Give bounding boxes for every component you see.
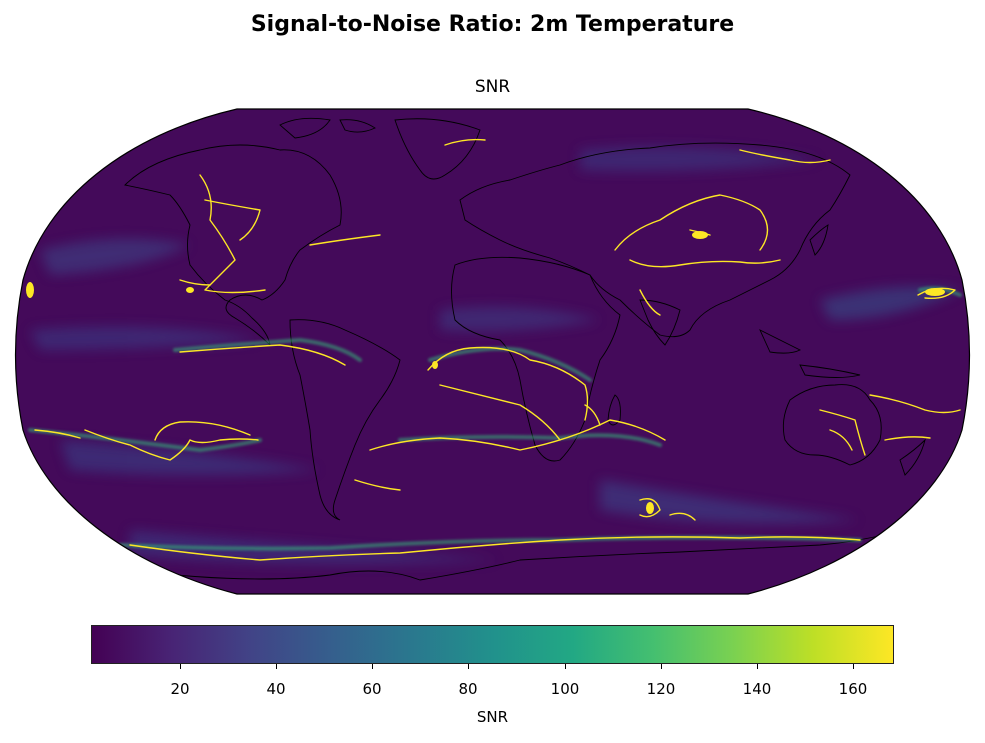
tick-label: 140: [742, 680, 772, 698]
tick-label: 120: [646, 680, 676, 698]
axes-title: SNR: [474, 77, 511, 97]
colorbar: [91, 625, 894, 664]
tick-mark: [468, 664, 469, 669]
figure-suptitle: Signal-to-Noise Ratio: 2m Temperature: [250, 12, 735, 37]
tick-mark: [565, 664, 566, 669]
colorbar-label: SNR: [476, 708, 509, 726]
tick-label: 60: [362, 680, 382, 698]
tick-mark: [372, 664, 373, 669]
map-boundary: [14, 108, 971, 595]
tick-mark: [276, 664, 277, 669]
tick-label: 20: [170, 680, 190, 698]
high-snr-features: [26, 138, 962, 561]
tick-mark: [661, 664, 662, 669]
tick-label: 100: [550, 680, 580, 698]
robinson-map: [14, 108, 971, 595]
tick-label: 80: [458, 680, 478, 698]
tick-mark: [757, 664, 758, 669]
snr-field: [15, 109, 970, 594]
tick-mark: [180, 664, 181, 669]
coastlines: [124, 117, 931, 581]
tick-label: 40: [266, 680, 286, 698]
tick-mark: [853, 664, 854, 669]
colorbar-ticks: 20 40 60 80 100 120 140 160: [0, 664, 985, 704]
tick-label: 160: [838, 680, 868, 698]
